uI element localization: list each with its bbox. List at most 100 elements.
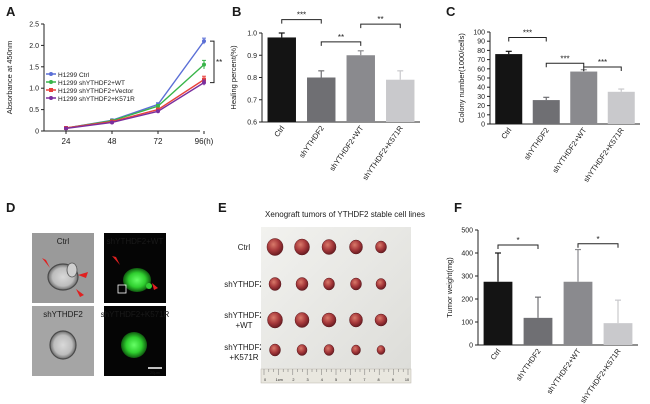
tumor <box>375 278 387 290</box>
legend-label-ctrl: H1299 Ctrl <box>58 72 90 79</box>
tumor-photo-background <box>261 227 411 379</box>
data-point <box>202 39 206 44</box>
panel-label-d: D <box>6 200 15 215</box>
tumor <box>269 343 281 357</box>
ruler-ticks: 0 1cm 2 3 4 5 6 7 8 9 10 <box>263 369 409 382</box>
bar-0 <box>483 281 513 345</box>
significance-label: * <box>596 235 599 244</box>
tumor <box>375 240 387 254</box>
bar-1 <box>307 77 336 122</box>
significance-label: * <box>516 236 519 245</box>
x-tick-label: shYTHDF2+K571R <box>582 126 627 184</box>
panel-label-f: F <box>454 200 462 215</box>
legend-item-ctrl: H1299 Ctrl <box>46 72 90 79</box>
legend-label-wt: H1299 shYTHDF2+WT <box>58 80 125 87</box>
legend-item-wt: H1299 shYTHDF2+WT <box>46 80 125 87</box>
cell-wt-gfp <box>123 268 151 292</box>
x-tick-label: shYTHDF2 <box>297 124 326 160</box>
tumor <box>266 238 284 256</box>
significance-label: ** <box>216 58 222 67</box>
y-axis-label: Healing percent(%) <box>229 45 238 110</box>
ruler-label: 1cm <box>276 378 283 382</box>
legend-marker-wt <box>49 80 53 84</box>
ruler-label: 7 <box>363 378 365 382</box>
x-tick-label: shYTHDF2+K571R <box>361 124 406 182</box>
row-label-wt-line1: shYTHDF2 <box>224 311 264 320</box>
bar-1 <box>532 100 560 124</box>
panel-e-xenograft: Xenograft tumors of YTHDF2 stable cell l… <box>224 210 425 384</box>
bar-0 <box>495 54 523 124</box>
legend-marker-ctrl <box>49 72 53 76</box>
y-tick-label: 1.0 <box>29 86 39 93</box>
legend-label-k571r: H1299 shYTHDF2+K571R <box>58 96 135 103</box>
data-point <box>202 62 206 67</box>
micrograph-label-wt: shYTHDF2+WT <box>107 237 164 246</box>
legend-label-vector: H1299 shYTHDF2+Vector <box>58 88 134 95</box>
y-tick-label: 0.7 <box>247 97 257 104</box>
tumor <box>296 344 308 356</box>
tumor <box>321 239 337 255</box>
tumor <box>294 312 310 328</box>
tumor <box>323 344 335 356</box>
ruler-label: 10 <box>405 378 409 382</box>
x-tick-label: 72 <box>154 137 163 146</box>
significance-bracket <box>545 62 585 68</box>
tumor <box>267 311 283 329</box>
y-tick-label: 200 <box>461 297 473 304</box>
cell-k571r-gfp <box>121 332 147 358</box>
micrograph-label-k571r: shYTHDF2+K571R <box>101 310 170 319</box>
y-tick-label: 20 <box>477 103 485 110</box>
data-point <box>64 126 68 131</box>
y-tick-label: 50 <box>477 76 485 83</box>
x-tick-label: shYTHDF2+K571R <box>578 347 623 404</box>
tumor <box>268 277 282 291</box>
y-tick-label: 1.0 <box>247 31 257 38</box>
series-line-3 <box>65 82 205 130</box>
x-tick-label: 96(h) <box>195 137 214 146</box>
data-point <box>156 104 160 109</box>
micrograph-shythdf2-wt: shYTHDF2+WT <box>104 233 166 303</box>
data-point <box>202 80 206 85</box>
legend-item-vector: H1299 shYTHDF2+Vector <box>46 88 134 95</box>
y-tick-label: 0 <box>481 122 485 129</box>
panel-label-c: C <box>446 4 456 19</box>
y-tick-label: 0 <box>35 129 39 136</box>
ruler-label: 8 <box>378 378 380 382</box>
tumor <box>351 344 361 356</box>
row-label-k571r-line1: shYTHDF2 <box>224 343 264 352</box>
significance-label: *** <box>297 11 306 20</box>
panel-d-microscopy: Ctrl shYTHDF2+WT shYTHDF2 20μm shYTHDF2+… <box>32 233 170 376</box>
x-tick-label: shYTHDF2+WT <box>545 347 583 396</box>
data-point <box>110 120 114 125</box>
bar-0 <box>267 37 296 123</box>
y-tick-label: 2.5 <box>29 22 39 29</box>
x-tick-label: shYTHDF2 <box>514 347 543 383</box>
tumor <box>295 277 309 291</box>
x-tick-label: 24 <box>62 137 71 146</box>
legend-marker-vector <box>49 88 53 92</box>
arrowhead-icon <box>112 256 120 265</box>
y-tick-label: 400 <box>461 251 473 258</box>
y-tick-label: 40 <box>477 85 485 92</box>
chart-f-tumor-weight: 0 100 200 300 400 500 Tumor weight(mg) Ctrl shYT… <box>445 228 638 404</box>
y-tick-label: 0.9 <box>247 53 257 60</box>
ruler-label: 0 <box>264 378 266 382</box>
y-tick-label: 500 <box>461 228 473 235</box>
x-tick-label: shYTHDF2 <box>522 126 551 162</box>
y-tick-label: 1.5 <box>29 64 39 71</box>
significance-label: *** <box>560 54 569 63</box>
bar-2 <box>570 71 598 124</box>
significance-bracket <box>281 19 322 24</box>
significance-bracket <box>583 66 622 71</box>
y-axis-label: Colony number(1000/cells) <box>457 33 466 123</box>
y-tick-label: 10 <box>477 112 485 119</box>
y-tick-label: 60 <box>477 66 485 73</box>
bar-1 <box>523 317 553 345</box>
tumor <box>323 277 335 291</box>
bar-3 <box>603 323 633 345</box>
arrowhead-icon <box>76 289 84 297</box>
micrograph-shythdf2-k571r: 20μm shYTHDF2+K571R <box>101 306 170 376</box>
